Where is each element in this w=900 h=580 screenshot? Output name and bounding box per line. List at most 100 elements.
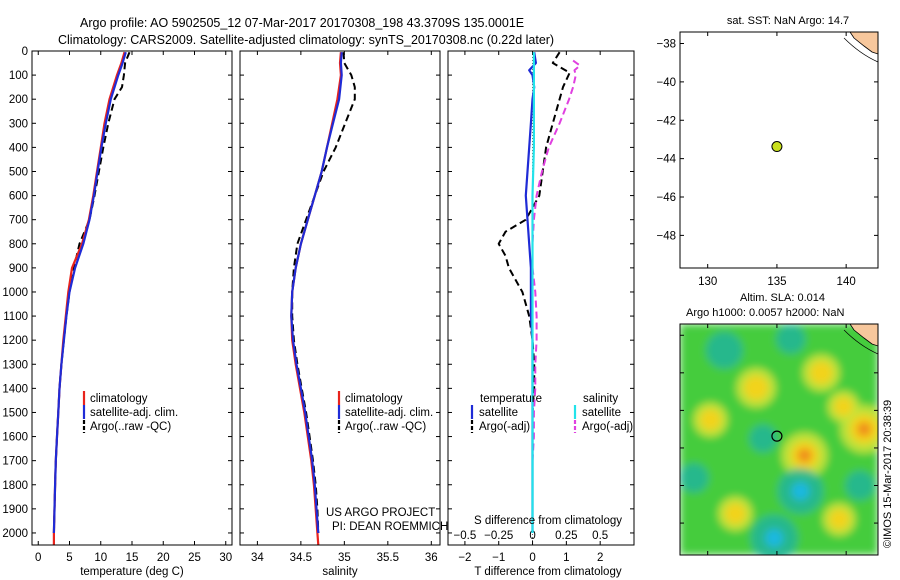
x-tick-label: 30 bbox=[219, 552, 232, 564]
depth-tick-label: 1300 bbox=[2, 359, 28, 371]
difference-legend: temperature satellite Argo(-adj) salinit… bbox=[470, 393, 633, 433]
depth-tick-label: 1200 bbox=[2, 335, 28, 347]
x-tick-label: 2 bbox=[597, 552, 603, 564]
figure-title-line2: Climatology: CARS2009. Satellite-adjuste… bbox=[58, 33, 554, 47]
temperature-series-argo-raw-qc- bbox=[52, 51, 131, 534]
salinity-legend: climatology satellite-adj. clim. Argo(..… bbox=[337, 391, 433, 433]
sla-high-anomaly bbox=[809, 361, 833, 385]
depth-tick-label: 100 bbox=[9, 70, 28, 82]
salinity-diff-tick-label: 0.25 bbox=[555, 530, 577, 542]
legend-climatology-label: climatology bbox=[345, 393, 403, 405]
figure-title-line1: Argo profile: AO 5902505_12 07-Mar-2017 … bbox=[80, 16, 524, 30]
sla-high-anomaly-core bbox=[857, 422, 872, 437]
float-location-marker bbox=[771, 141, 783, 153]
legend-temperature-heading: temperature bbox=[480, 393, 542, 405]
legend-temperature-satellite-label: satellite bbox=[479, 407, 518, 419]
x-tick-label: 34.5 bbox=[290, 552, 312, 564]
x-tick-label: 0 bbox=[35, 552, 41, 564]
sla-high-anomaly bbox=[724, 503, 746, 525]
temperature-xlabel: temperature (deg C) bbox=[80, 566, 184, 578]
legend-salinity-heading: salinity bbox=[583, 393, 618, 405]
difference-axes-frame bbox=[447, 50, 635, 546]
depth-tick-label: 1800 bbox=[2, 480, 28, 492]
differences-series-salinity-argo-adj- bbox=[531, 59, 581, 533]
lat-tick-label: −48 bbox=[656, 230, 676, 242]
lat-tick-label: −48 bbox=[656, 518, 676, 530]
sla-high-anomaly bbox=[833, 397, 853, 417]
x-tick-label: −2 bbox=[458, 552, 471, 564]
legend-argo-label: Argo(..raw -QC) bbox=[90, 421, 171, 433]
sla-high-anomaly bbox=[699, 409, 722, 431]
salinity-series-argo-raw-qc- bbox=[291, 52, 356, 534]
land-coastline bbox=[849, 31, 879, 55]
depth-tick-label: 1700 bbox=[2, 456, 28, 468]
legend-satellite-label: satellite-adj. clim. bbox=[90, 407, 178, 419]
depth-tick-label: 700 bbox=[9, 215, 28, 227]
depth-tick-label: 200 bbox=[9, 94, 28, 106]
x-tick-label: 10 bbox=[94, 552, 107, 564]
lon-tick-label: 135 bbox=[767, 276, 786, 288]
x-tick-label: 15 bbox=[126, 552, 139, 564]
depth-tick-label: 1600 bbox=[2, 432, 28, 444]
depth-tick-label: 500 bbox=[9, 166, 28, 178]
sla-high-anomaly bbox=[743, 375, 769, 401]
depth-tick-label: 300 bbox=[9, 118, 28, 130]
x-tick-label: 1 bbox=[563, 552, 569, 564]
legend-temperature-argo-label: Argo(-adj) bbox=[479, 421, 530, 433]
legend-climatology-label: climatology bbox=[90, 393, 148, 405]
float-location-marker bbox=[771, 430, 783, 442]
sla-low-anomaly bbox=[776, 324, 806, 354]
lon-tick-label: 140 bbox=[837, 563, 856, 575]
x-tick-label: 35 bbox=[338, 552, 351, 564]
sst-map-frame bbox=[679, 31, 879, 269]
x-tick-label: 25 bbox=[188, 552, 201, 564]
lat-tick-label: −40 bbox=[656, 77, 676, 89]
salinity-series-climatology bbox=[290, 52, 342, 546]
lon-tick-label: 130 bbox=[698, 276, 717, 288]
legend-satellite-label: satellite-adj. clim. bbox=[345, 407, 433, 419]
differences-series-salinity-satellite bbox=[531, 52, 536, 533]
salinity-diff-tick-label: 0.5 bbox=[592, 530, 608, 542]
lon-tick-label: 130 bbox=[698, 563, 717, 575]
salinity-panel: 34 34.5 35 35.5 36 salinity climatology sate… bbox=[239, 50, 448, 578]
lon-tick-label: 140 bbox=[837, 276, 856, 288]
lat-tick-label: −44 bbox=[656, 154, 676, 166]
lat-tick-label: −38 bbox=[656, 39, 676, 51]
sla-high-anomaly-core bbox=[797, 448, 812, 463]
x-tick-label: 5 bbox=[66, 552, 72, 564]
sst-map-title: sat. SST: NaN Argo: 14.7 bbox=[727, 15, 849, 27]
temperature-legend: climatology satellite-adj. clim. Argo(..… bbox=[82, 391, 178, 433]
legend-salinity-satellite-label: satellite bbox=[582, 407, 621, 419]
x-tick-label: 34 bbox=[251, 552, 264, 564]
salinity-diff-tick-label: −0.25 bbox=[484, 530, 513, 542]
depth-tick-label: 400 bbox=[9, 142, 28, 154]
bathymetry-contour bbox=[843, 37, 879, 63]
lat-tick-label: −46 bbox=[656, 192, 676, 204]
x-tick-label: 35.5 bbox=[377, 552, 399, 564]
lat-tick-label: −42 bbox=[656, 115, 676, 127]
depth-tick-label: 800 bbox=[9, 239, 28, 251]
depth-tick-label: 2000 bbox=[2, 528, 28, 540]
temperature-series-satellite-adj-clim- bbox=[52, 51, 127, 534]
lon-tick-label: 135 bbox=[767, 563, 786, 575]
lat-tick-label: −42 bbox=[656, 405, 676, 417]
sla-map-frame bbox=[679, 323, 879, 556]
depth-tick-label: 1000 bbox=[2, 287, 28, 299]
sla-low-anomaly bbox=[845, 470, 875, 501]
project-note-line1: US ARGO PROJECT bbox=[326, 507, 435, 519]
x-tick-label: −1 bbox=[492, 552, 505, 564]
lat-tick-label: −40 bbox=[656, 368, 676, 380]
sla-low-anomaly bbox=[705, 331, 743, 369]
temperature-panel: 0100200300400500600700800900100011001200… bbox=[2, 46, 233, 578]
legend-argo-label: Argo(..raw -QC) bbox=[345, 421, 426, 433]
sla-high-anomaly bbox=[829, 509, 850, 530]
sla-low-anomaly bbox=[680, 463, 709, 493]
depth-tick-label: 600 bbox=[9, 191, 28, 203]
sla-field bbox=[680, 324, 878, 555]
depth-tick-label: 1100 bbox=[3, 311, 28, 323]
salinity-diff-tick-label: 0 bbox=[529, 530, 535, 542]
salinity-xlabel: salinity bbox=[322, 566, 357, 578]
difference-top-xlabel: S difference from climatology bbox=[474, 515, 622, 527]
depth-tick-label: 1500 bbox=[2, 407, 28, 419]
